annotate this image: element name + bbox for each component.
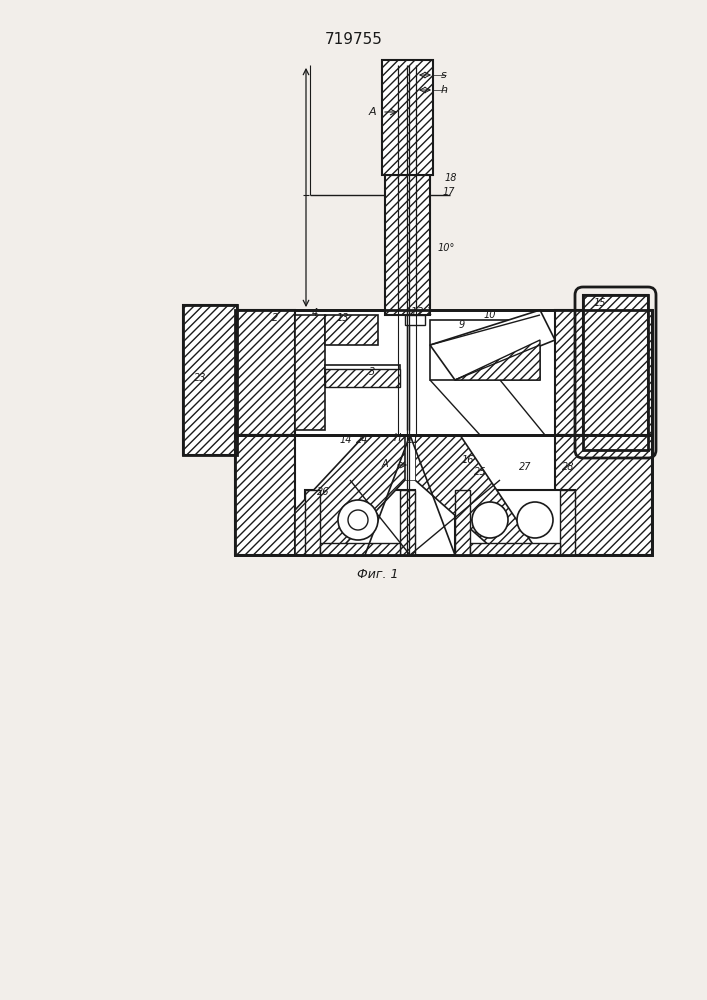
Text: 17: 17 <box>443 187 455 197</box>
Bar <box>320 543 400 555</box>
Text: A: A <box>368 107 376 117</box>
Text: Фиг. 1: Фиг. 1 <box>357 568 399 582</box>
Text: s: s <box>441 70 447 80</box>
Bar <box>235 435 295 555</box>
Text: 10°: 10° <box>438 243 455 253</box>
Text: 25: 25 <box>474 467 486 477</box>
Text: 23: 23 <box>194 373 206 383</box>
Bar <box>405 315 425 325</box>
Bar <box>305 490 415 555</box>
Bar <box>382 60 433 175</box>
Bar <box>583 295 648 450</box>
Bar <box>555 435 652 555</box>
Polygon shape <box>405 435 415 480</box>
Polygon shape <box>430 310 555 380</box>
Bar <box>235 310 652 435</box>
Bar <box>555 310 652 435</box>
Bar <box>560 490 575 555</box>
Text: 2: 2 <box>272 313 278 323</box>
Text: h: h <box>440 85 448 95</box>
Bar <box>583 295 648 450</box>
Bar <box>295 315 325 430</box>
Text: 10: 10 <box>484 310 496 320</box>
Bar <box>305 490 320 555</box>
Polygon shape <box>415 435 540 555</box>
Text: 13: 13 <box>337 313 349 323</box>
Text: 28: 28 <box>562 462 574 472</box>
Bar <box>235 310 295 435</box>
Text: 3: 3 <box>369 367 375 377</box>
Bar <box>325 369 400 387</box>
Polygon shape <box>295 435 405 555</box>
Text: 12 1: 12 1 <box>411 307 433 317</box>
Text: H: H <box>393 433 401 443</box>
Text: 18: 18 <box>445 173 457 183</box>
Bar <box>235 435 652 555</box>
Bar <box>455 490 470 555</box>
Bar <box>455 490 575 555</box>
Bar <box>183 305 237 455</box>
Circle shape <box>338 500 378 540</box>
Text: 24: 24 <box>356 435 368 445</box>
Bar <box>325 315 378 345</box>
Polygon shape <box>455 340 540 380</box>
Bar <box>183 305 237 455</box>
Text: 16: 16 <box>462 455 474 465</box>
Bar <box>235 310 652 435</box>
Bar <box>400 490 415 555</box>
Bar <box>235 435 652 555</box>
Bar <box>470 543 560 555</box>
Polygon shape <box>430 320 540 380</box>
Text: 9: 9 <box>459 320 465 330</box>
Bar <box>325 365 400 385</box>
Circle shape <box>472 502 508 538</box>
Text: 26: 26 <box>317 487 329 497</box>
Text: 14: 14 <box>340 435 352 445</box>
Text: 15: 15 <box>594 298 606 308</box>
Text: 27: 27 <box>519 462 531 472</box>
Text: 719755: 719755 <box>325 32 383 47</box>
Text: 4: 4 <box>312 308 318 318</box>
Bar <box>385 175 430 315</box>
Text: 11: 11 <box>407 435 419 445</box>
Text: A: A <box>381 459 388 469</box>
Circle shape <box>517 502 553 538</box>
